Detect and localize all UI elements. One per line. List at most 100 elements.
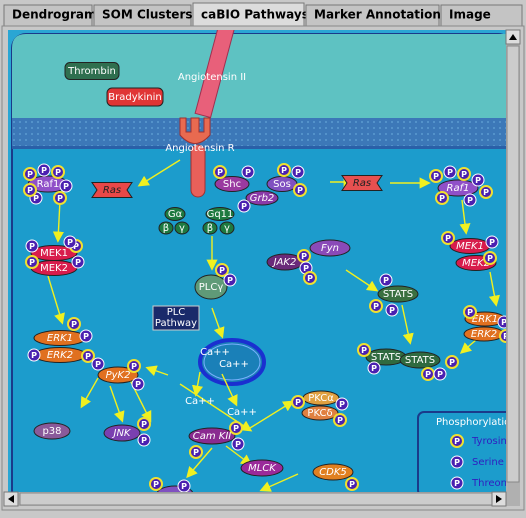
horizontal-scrollbar[interactable] <box>3 491 520 507</box>
phospho-dot <box>215 263 229 277</box>
node: ERK1 <box>33 330 87 346</box>
legend-title: Phosphorylatio <box>436 417 510 428</box>
phospho-label: P <box>27 186 33 195</box>
arrow <box>488 271 500 307</box>
phospho-site: P <box>23 167 37 181</box>
tab[interactable]: Marker Annotations <box>305 4 448 27</box>
phospho-label: P <box>475 176 481 185</box>
phospho-site: P <box>79 329 93 343</box>
tab-bar: Dendrogram SOM Clusters caBIO Pathways Mark… <box>3 2 523 28</box>
arrow <box>259 473 299 492</box>
phospho-dot <box>333 413 347 427</box>
phospho-dot <box>357 343 371 357</box>
node: Ca++ <box>200 347 230 358</box>
tab[interactable]: Image <box>440 4 523 27</box>
node-label: Angiotensin R <box>165 143 234 154</box>
legend-symbol <box>450 434 464 448</box>
phospho-label: P <box>227 276 233 285</box>
node-label: ERK2 <box>471 329 497 340</box>
phospho-label: P <box>63 182 69 191</box>
node-label: MEK1 <box>40 248 68 259</box>
node-shape <box>106 87 164 107</box>
phospho-site: P <box>471 173 485 187</box>
phospho-site: P <box>369 299 383 313</box>
legend-symbol <box>450 455 464 469</box>
phospho-site: P <box>81 349 95 363</box>
phospho-site: P <box>291 165 305 179</box>
phospho-dot <box>291 165 305 179</box>
phospho-site: P <box>479 185 493 199</box>
node-shape <box>103 424 141 442</box>
phospho-site: P <box>435 191 449 205</box>
phospho-label: P <box>297 186 303 195</box>
node-shape <box>174 221 190 235</box>
phospho-dot <box>59 179 73 193</box>
node: MLCK <box>240 459 284 477</box>
node-label: STATS <box>383 289 413 300</box>
node-shape <box>194 274 228 300</box>
phospho-site: P <box>25 239 39 253</box>
node: Gq11 <box>205 207 235 221</box>
arrow <box>401 304 414 345</box>
node-label: ERK2 <box>47 350 73 361</box>
phospho-dot <box>367 361 381 375</box>
node-label: Ras <box>103 185 121 196</box>
phospho-label: P <box>461 170 467 179</box>
phospho-site: P <box>177 479 191 492</box>
phospho-site: P <box>291 395 305 409</box>
node-label: Shc <box>223 179 241 190</box>
arrow <box>80 377 99 409</box>
vertical-scrollbar[interactable] <box>505 29 521 492</box>
phospho-dot <box>441 231 455 245</box>
node: Shc <box>214 176 250 192</box>
node-label: Bradykinin <box>108 92 161 103</box>
node: PLCγ <box>194 274 228 300</box>
node: β <box>202 221 218 235</box>
phospho-label: P <box>27 170 33 179</box>
node-shape <box>97 366 139 384</box>
node-shape <box>164 207 186 221</box>
phospho-site: P <box>71 255 85 269</box>
node-label: PKCα <box>308 393 334 404</box>
phospho-dot <box>213 165 227 179</box>
node: p38 <box>33 422 71 440</box>
phospho-label: P <box>467 308 473 317</box>
node: STATS <box>399 351 441 369</box>
phospho-dot <box>303 271 317 285</box>
node: JNK <box>103 424 141 442</box>
phospho-site: P <box>27 348 41 362</box>
tab[interactable]: caBIO Pathways <box>192 2 309 28</box>
phospho-site: P <box>299 261 313 275</box>
node-label: Grb2 <box>250 193 275 204</box>
phospho-site: P <box>441 231 455 245</box>
node-shape <box>240 459 284 477</box>
node: PKCδ <box>301 405 339 421</box>
phospho-dot <box>293 183 307 197</box>
phospho-label: P <box>95 360 101 369</box>
phospho-site: P <box>237 199 251 213</box>
phospho-dot <box>63 235 77 249</box>
node-shape <box>64 62 120 80</box>
node-shape <box>219 221 235 235</box>
phospho-label: P <box>337 416 343 425</box>
phospho-dot <box>463 193 477 207</box>
node-label: JAK2 <box>272 257 297 268</box>
phospho-label: P <box>349 480 355 489</box>
phospho-label: P <box>85 352 91 361</box>
tab[interactable]: SOM Clusters <box>93 4 193 27</box>
phospho-site: P <box>443 165 457 179</box>
phospho-label: P <box>425 370 431 379</box>
node: PKCα <box>302 390 340 406</box>
phospho-dot <box>223 273 237 287</box>
node: γ <box>219 221 235 235</box>
node-label: β <box>163 223 169 234</box>
phospho-label: P <box>57 194 63 203</box>
phospho-site: P <box>379 273 393 287</box>
phospho-dot <box>81 349 95 363</box>
tab[interactable]: Dendrogram <box>3 4 97 27</box>
phospho-label: P <box>373 302 379 311</box>
node-label: MEK2 <box>462 258 490 269</box>
node: β <box>158 221 174 235</box>
phospho-label: P <box>245 168 251 177</box>
